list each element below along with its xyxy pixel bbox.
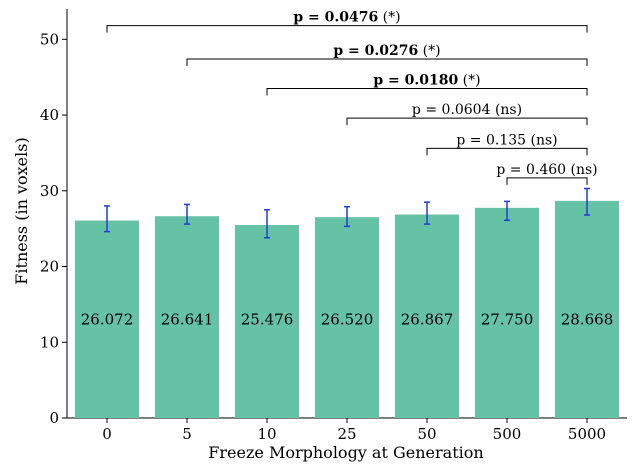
bar-value-label: 26.867 bbox=[401, 311, 454, 329]
y-tick-label: 10 bbox=[40, 333, 59, 351]
p-value-label: p = 0.0604 (ns) bbox=[412, 102, 522, 118]
significance-bracket bbox=[266, 88, 588, 96]
y-tick-label: 40 bbox=[40, 106, 59, 124]
p-value-label: p = 0.0476 (*) bbox=[293, 10, 400, 26]
significance-brackets: p = 0.0476 (*) p = 0.0276 (*) p = 0.0180 (… bbox=[106, 10, 598, 185]
error-bars bbox=[104, 187, 590, 239]
x-tick-label: 5000 bbox=[568, 425, 606, 443]
y-tick-label: 30 bbox=[40, 182, 59, 200]
y-tick-label: 50 bbox=[40, 30, 59, 48]
bar-25 bbox=[315, 217, 379, 418]
p-value-label: p = 0.0180 (*) bbox=[373, 73, 480, 89]
p-value-label: p = 0.0276 (*) bbox=[333, 43, 440, 59]
significance-bracket bbox=[426, 147, 588, 156]
significance-bracket bbox=[346, 117, 588, 126]
p-value-label: p = 0.460 (ns) bbox=[496, 162, 597, 178]
significance-bracket bbox=[506, 177, 588, 185]
x-tick-label: 10 bbox=[257, 425, 276, 443]
bar-value-label: 26.072 bbox=[81, 311, 134, 329]
x-tick-label: 0 bbox=[102, 425, 112, 443]
bar-0 bbox=[75, 220, 139, 418]
bar-value-label: 28.668 bbox=[561, 311, 614, 329]
bar-10 bbox=[235, 225, 299, 418]
bar-50 bbox=[395, 214, 459, 418]
bar-5 bbox=[155, 216, 219, 418]
significance-bracket bbox=[106, 25, 588, 33]
bar-5000 bbox=[555, 200, 619, 418]
bar-value-label: 27.750 bbox=[481, 311, 534, 329]
bar-500 bbox=[475, 207, 539, 418]
significance-bracket bbox=[186, 58, 588, 66]
x-tick-label: 50 bbox=[417, 425, 436, 443]
p-value-label: p = 0.135 (ns) bbox=[456, 132, 557, 148]
bar-value-label: 26.641 bbox=[161, 311, 214, 329]
bar-value-label: 25.476 bbox=[241, 311, 294, 329]
bars: 26.072 26.641 25.476 26.520 26.867 27.750 28.6… bbox=[75, 200, 619, 418]
y-axis-title: Fitness (in voxels) bbox=[12, 137, 31, 284]
x-tick-label: 500 bbox=[493, 425, 522, 443]
x-axis-title: Freeze Morphology at Generation bbox=[208, 443, 483, 462]
y-tick-label: 20 bbox=[40, 258, 59, 276]
x-tick-label: 5 bbox=[182, 425, 192, 443]
y-tick-label: 0 bbox=[49, 409, 59, 427]
bar-value-label: 26.520 bbox=[321, 311, 374, 329]
x-tick-label: 25 bbox=[337, 425, 356, 443]
